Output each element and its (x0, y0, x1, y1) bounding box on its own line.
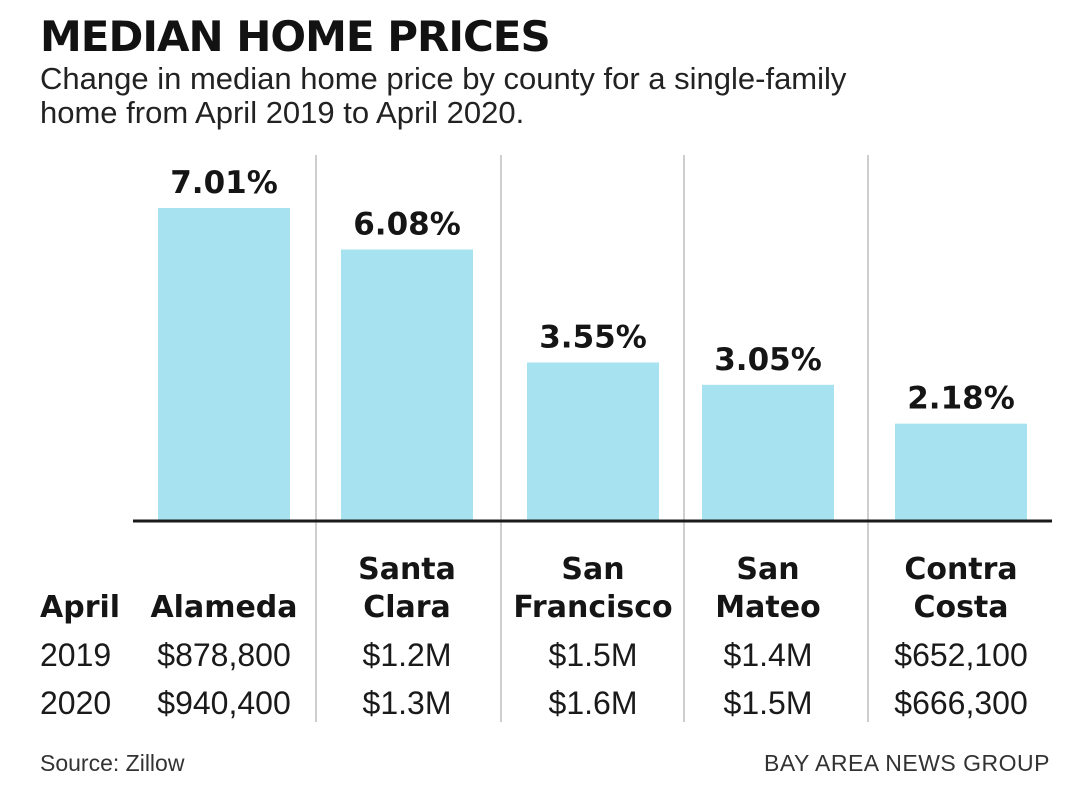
bar-1 (158, 208, 290, 521)
category-label-2-line-1: Santa (358, 552, 456, 587)
table-cell-2020-2: $1.3M (363, 685, 452, 721)
table-row-label-2020: 2020 (40, 685, 111, 721)
category-label-3-line-2: Francisco (513, 590, 672, 625)
table-cell-2019-1: $878,800 (157, 637, 290, 673)
table-header-label: April (40, 590, 120, 625)
table-cell-2020-3: $1.6M (549, 685, 638, 721)
table-cell-2019-2: $1.2M (363, 637, 452, 673)
bar-chart: 7.01% 6.08% 3.55% 3.05% 2.18% Alameda SantaCla… (0, 0, 1080, 803)
value-label-1: 7.01% (170, 165, 278, 201)
category-label-1: Alameda (150, 590, 297, 625)
category-label-4-line-1: San (736, 552, 799, 587)
table-cell-2019-5: $652,100 (894, 637, 1027, 673)
bar-2 (341, 250, 473, 521)
category-label-5-line-2: Costa (913, 590, 1008, 625)
table-cell-2020-1: $940,400 (157, 685, 290, 721)
bar-5 (895, 424, 1027, 521)
category-label-4-line-2: Mateo (715, 590, 820, 625)
value-label-3: 3.55% (539, 319, 647, 355)
source-note: Source: Zillow (40, 750, 184, 777)
table-cell-2019-4: $1.4M (724, 637, 813, 673)
table-cell-2020-4: $1.5M (724, 685, 813, 721)
table-row-label-2019: 2019 (40, 637, 111, 673)
bar-4 (702, 385, 834, 521)
value-label-2: 6.08% (353, 207, 461, 243)
table-cell-2019-3: $1.5M (549, 637, 638, 673)
table-cell-2020-5: $666,300 (894, 685, 1027, 721)
category-label-5-line-1: Contra (904, 552, 1017, 587)
value-label-5: 2.18% (907, 381, 1015, 417)
category-label-3-line-1: San (561, 552, 624, 587)
bar-3 (527, 362, 659, 521)
publisher-credit: BAY AREA NEWS GROUP (764, 750, 1050, 777)
category-label-2-line-2: Clara (363, 590, 451, 625)
value-label-4: 3.05% (714, 342, 822, 378)
